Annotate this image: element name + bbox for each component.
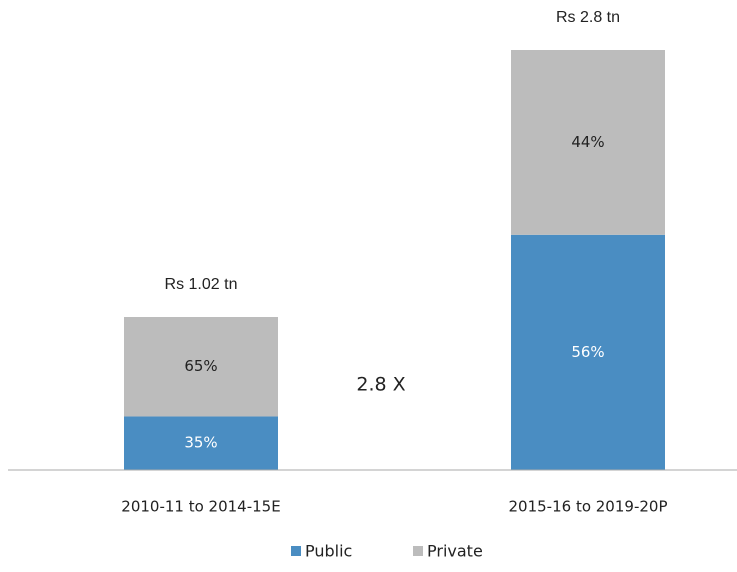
bar-segment [511, 50, 665, 235]
legend-swatch [291, 546, 301, 556]
segment-label: 44% [571, 133, 604, 151]
bar-segment [511, 234, 665, 470]
legend-label: Private [427, 542, 483, 561]
segment-label: 35% [184, 434, 217, 452]
total-label: Rs 1.02 tn [165, 276, 238, 293]
bar-segment [124, 317, 278, 417]
segment-label: 65% [184, 357, 217, 375]
legend-swatch [413, 546, 423, 556]
bar-segment [124, 416, 278, 470]
annotation: 2.8 X [356, 374, 405, 396]
x-tick-label: 2010-11 to 2014-15E [121, 498, 280, 516]
legend-label: Public [305, 542, 352, 561]
total-label: Rs 2.8 tn [556, 9, 620, 26]
x-tick-label: 2015-16 to 2019-20P [509, 498, 668, 516]
segment-label: 56% [571, 343, 604, 361]
